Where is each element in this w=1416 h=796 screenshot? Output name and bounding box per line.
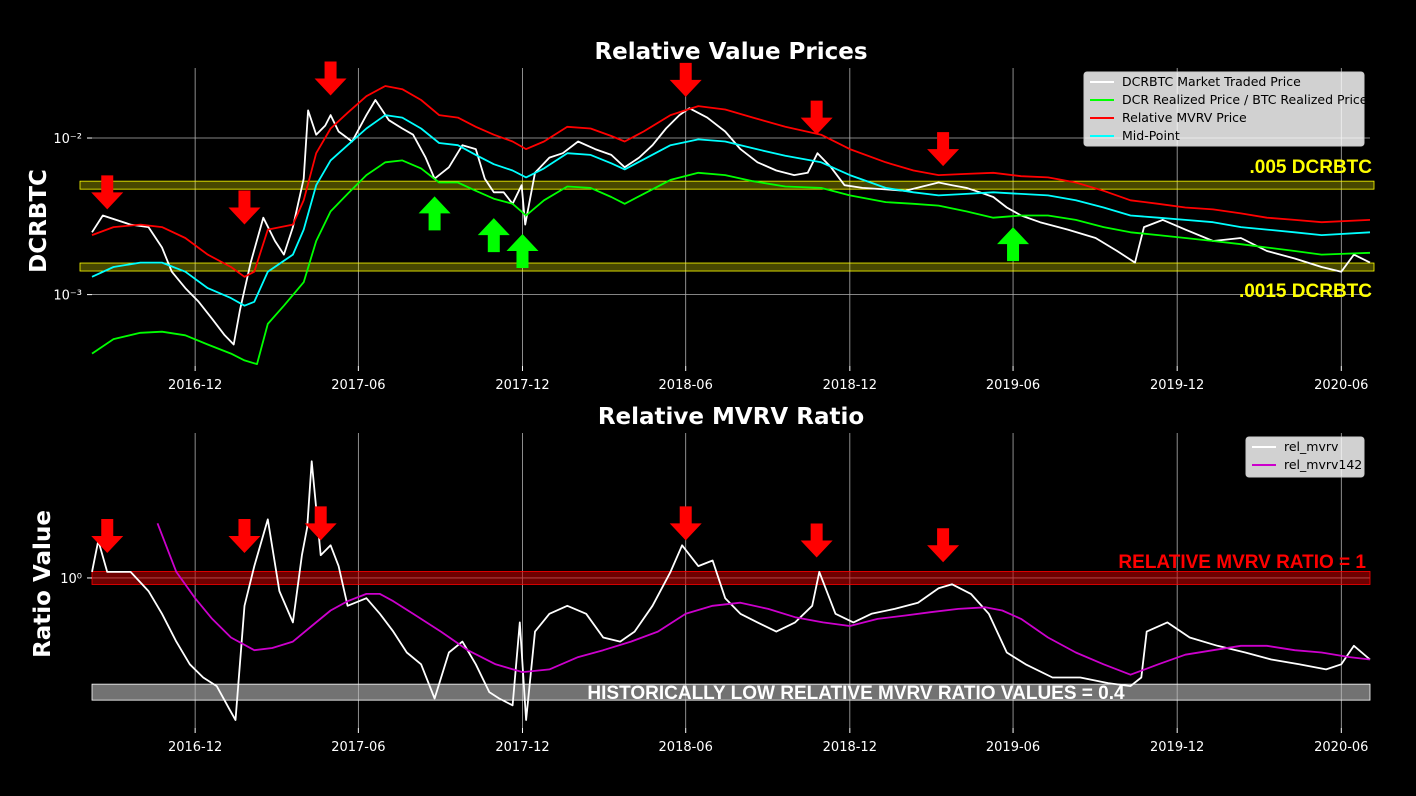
y-tick-label: 10⁻³ [53, 289, 82, 304]
x-tick-label: 2019-06 [986, 740, 1040, 755]
arrow-down-icon [927, 528, 960, 563]
legend-label: Relative MVRV Price [1122, 110, 1247, 125]
y-axis-label: DCRBTC [26, 169, 52, 273]
legend: DCRBTC Market Traded Price DCR Realized P… [1083, 71, 1368, 147]
x-tick-label: 2018-12 [823, 740, 877, 755]
arrow-down-icon [669, 62, 702, 97]
series-line-rel-mvrv142 [156, 522, 1371, 676]
arrow-down-icon [314, 61, 347, 96]
x-tick-label: 2020-06 [1314, 378, 1368, 393]
series-line-dcrbtc-market-traded-price [91, 99, 1371, 346]
arrow-up-icon [477, 218, 510, 253]
arrow-down-icon [228, 190, 261, 225]
series [91, 460, 1371, 721]
arrow-down-icon [800, 100, 833, 135]
band-relative-mvrv-ratio-1 [91, 571, 1371, 585]
legend-label: DCRBTC Market Traded Price [1122, 74, 1301, 89]
legend-box [1083, 71, 1365, 147]
legend-label: rel_mvrv142 [1284, 457, 1362, 472]
x-tick-label: 2017-12 [495, 740, 549, 755]
y-tick-label: 10⁰ [60, 572, 82, 587]
legend-label: DCR Realized Price / BTC Realized Price [1122, 92, 1368, 107]
x-tick-label: 2020-06 [1314, 740, 1368, 755]
arrow-up-icon [418, 196, 451, 231]
chart-title: Relative Value Prices [594, 39, 867, 65]
relative-value-prices-panel: Relative Value Prices DCRBTC 2016-12 2017… [26, 39, 1375, 393]
band-historically-low-relative-mvrv-ratio-values-0-4 [91, 683, 1371, 701]
arrow-up-icon [506, 233, 539, 268]
arrow-down-icon [927, 132, 960, 167]
x-tick-label: 2017-06 [331, 378, 385, 393]
legend-label: Mid-Point [1122, 128, 1180, 143]
axis-ticks: 2016-12 2017-06 2017-12 2018-06 2018-12 2019-… [53, 132, 1368, 393]
x-tick-label: 2018-06 [659, 378, 713, 393]
axis-ticks: 2016-12 2017-06 2017-12 2018-06 2018-12 2019-… [60, 572, 1368, 755]
y-axis-label: Ratio Value [30, 510, 56, 658]
arrows [91, 61, 1030, 268]
arrow-down-icon [91, 519, 124, 554]
arrow-down-icon [669, 506, 702, 541]
legend-label: rel_mvrv [1284, 439, 1339, 454]
arrows [91, 506, 960, 563]
x-tick-label: 2019-12 [1150, 740, 1204, 755]
arrow-up-icon [997, 227, 1030, 262]
arrow-down-icon [800, 523, 833, 558]
chart-title: Relative MVRV Ratio [598, 404, 864, 430]
x-tick-label: 2018-12 [823, 378, 877, 393]
x-tick-label: 2016-12 [168, 740, 222, 755]
arrow-down-icon [304, 506, 337, 541]
band-labels: RELATIVE MVRV RATIO = 1 HISTORICALLY LOW … [587, 552, 1366, 704]
x-tick-label: 2019-12 [1150, 378, 1204, 393]
arrow-down-icon [228, 519, 261, 554]
band-label-005-dcrbtc: .005 DCRBTC [1250, 157, 1373, 178]
x-tick-label: 2017-12 [495, 378, 549, 393]
x-tick-label: 2019-06 [986, 378, 1040, 393]
x-tick-label: 2018-06 [659, 740, 713, 755]
band-labels: .005 DCRBTC .0015 DCRBTC [1239, 157, 1372, 302]
band-005-dcrbtc [79, 180, 1375, 190]
relative-mvrv-ratio-panel: Relative MVRV Ratio Ratio Value 2016-12 2… [30, 404, 1371, 755]
x-tick-label: 2017-06 [331, 740, 385, 755]
bands [91, 571, 1371, 701]
band-0015-dcrbtc [79, 262, 1375, 272]
band-label-historically-low-relative-mvrv-ratio-values-0-4: HISTORICALLY LOW RELATIVE MVRV RATIO VAL… [587, 683, 1125, 704]
series [91, 85, 1371, 365]
bands [79, 180, 1375, 272]
series-line-mid-point [91, 114, 1371, 307]
series-line-dcr-realized-price-btc-realized-price [91, 159, 1371, 365]
x-tick-label: 2016-12 [168, 378, 222, 393]
band-label-0015-dcrbtc: .0015 DCRBTC [1239, 281, 1372, 302]
y-tick-label: 10⁻² [53, 132, 82, 147]
band-label-relative-mvrv-ratio-1: RELATIVE MVRV RATIO = 1 [1118, 552, 1366, 573]
series-line-relative-mvrv-price [91, 85, 1371, 278]
legend: rel_mvrv rel_mvrv142 [1245, 436, 1365, 478]
arrow-down-icon [91, 175, 124, 210]
series-line-rel-mvrv [91, 460, 1371, 721]
